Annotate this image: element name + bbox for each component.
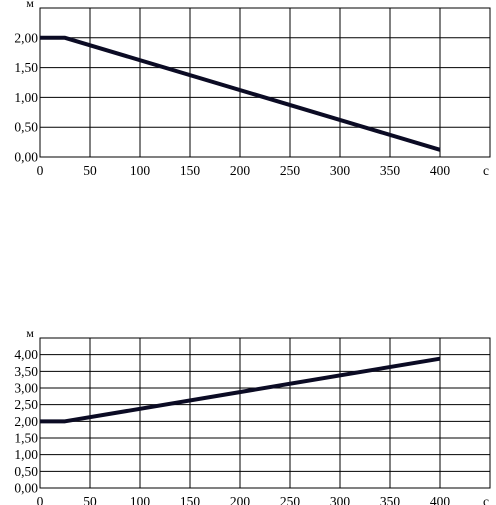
chart-2-x-tick-label: 150 [180, 494, 201, 505]
chart-1-series-line [40, 35, 441, 152]
chart-2-y-tick-label: 2,50 [14, 397, 38, 412]
chart-2-y-tick-label: 3,50 [14, 364, 38, 379]
chart-1-x-tick-label: 50 [83, 163, 97, 178]
chart-2-y-tick-label: 2,00 [14, 414, 38, 429]
chart-1-x-tick-label: 100 [130, 163, 151, 178]
chart-2-x-tick-label: 300 [330, 494, 351, 505]
chart-2-plot-frame [39, 337, 491, 489]
chart-1-y-tick-label: 1,50 [14, 60, 38, 75]
chart-1-x-tick-label: 200 [230, 163, 251, 178]
chart-2-x-tick-label: 50 [83, 494, 97, 505]
chart-1-x-axis-unit: с [483, 163, 489, 178]
chart-1-y-tick-label: 0,50 [14, 120, 38, 135]
chart-2-y-axis-unit: м [26, 326, 34, 340]
chart-1-y-tick-label: 0,00 [14, 150, 38, 165]
chart-1-x-tick-label: 350 [380, 163, 401, 178]
chart-2-x-tick-label: 350 [380, 494, 401, 505]
chart-1: 0,00 0,50 1,00 1,50 2,00 0 50 100 150 200 250 300 35… [14, 0, 491, 178]
chart-2-y-tick-label: 0,50 [14, 464, 38, 479]
chart-2-x-tick-label: 200 [230, 494, 251, 505]
chart-2-x-tick-label: 400 [430, 494, 451, 505]
chart-2-y-tick-label: 1,00 [14, 447, 38, 462]
chart-2-series-line [40, 356, 441, 424]
chart-1-y-axis-unit: м [26, 0, 34, 10]
chart-1-x-tick-label: 250 [280, 163, 301, 178]
chart-1-x-tick-label: 300 [330, 163, 351, 178]
chart-2-y-tick-label: 1,50 [14, 431, 38, 446]
chart-2-x-tick-label: 100 [130, 494, 151, 505]
chart-1-y-tick-label: 1,00 [14, 90, 38, 105]
chart-1-y-tick-label: 2,00 [14, 30, 38, 45]
chart-2-x-axis-unit: с [483, 494, 489, 505]
chart-1-x-tick-label: 0 [37, 163, 44, 178]
chart-1-plot-frame [39, 7, 491, 158]
chart-2-y-tick-label: 4,00 [14, 347, 38, 362]
chart-2-y-tick-label: 0,00 [14, 481, 38, 496]
chart-2-y-tick-label: 3,00 [14, 381, 38, 396]
chart-2: 0,00 0,50 1,001,50 2,00 2,503,00 3,50 4,00 0 50 1… [14, 326, 491, 505]
chart-1-x-tick-label: 400 [430, 163, 451, 178]
chart-2-x-tick-label: 0 [37, 494, 44, 505]
chart-1-x-tick-label: 150 [180, 163, 201, 178]
chart-2-x-tick-label: 250 [280, 494, 301, 505]
